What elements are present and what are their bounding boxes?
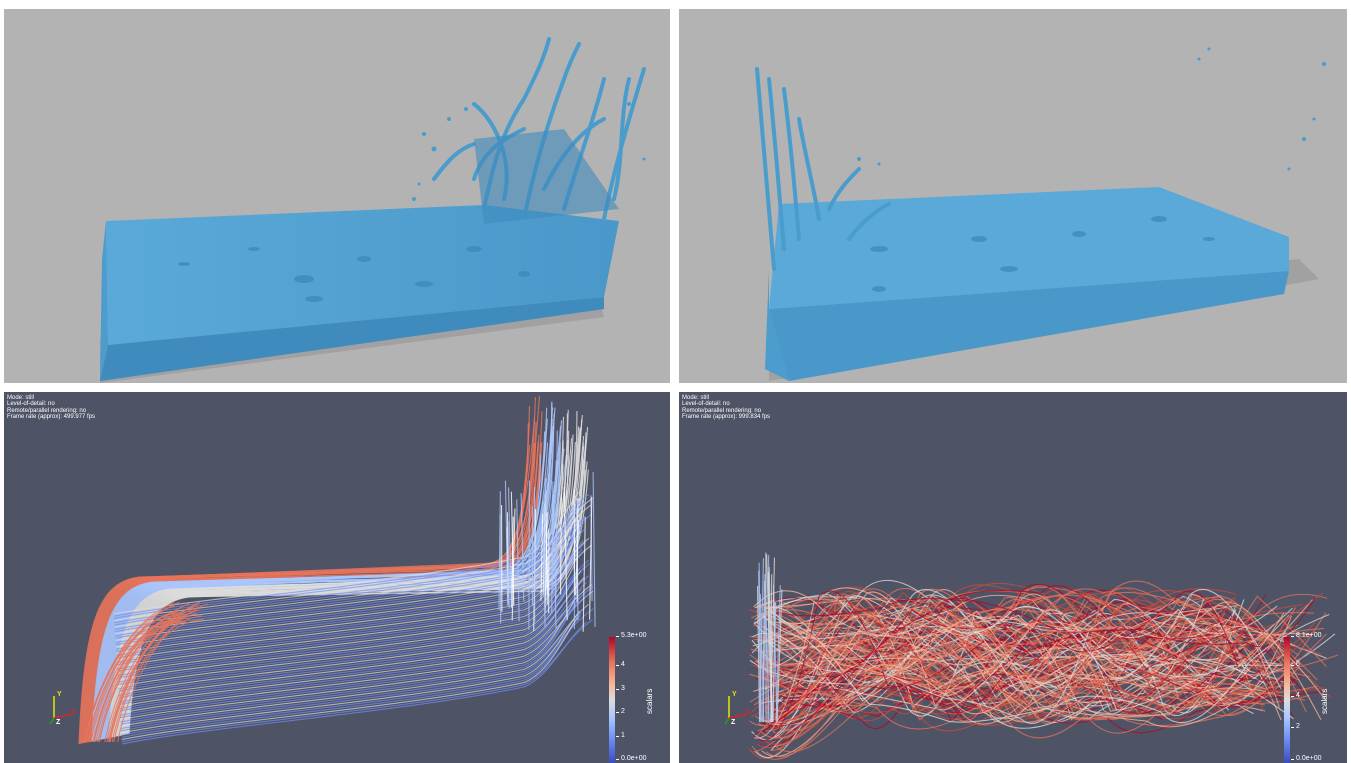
colorbar-tick: 8.1e+00: [1291, 632, 1322, 639]
orientation-axes: [724, 696, 748, 725]
colorbar-tick: 5.3e+00: [616, 632, 647, 639]
fluid-render-view-right[interactable]: [679, 9, 1347, 383]
splash: [755, 67, 891, 271]
colorbar-tick: 0.0e+00: [1291, 755, 1322, 762]
colorbar: [1284, 637, 1290, 763]
fluid-side: [765, 269, 789, 381]
render-info-overlay: Mode: still Level-of-detail: no Remote/p…: [7, 395, 95, 421]
fluid-surface-right: [755, 47, 1326, 381]
overlay-line: Level-of-detail: no: [7, 401, 55, 408]
overlay-line: Frame rate (approx): 999.834 fps: [682, 414, 771, 421]
overlay-line: Mode: still: [682, 395, 710, 401]
ripples: [870, 216, 1215, 292]
colorbar: [609, 637, 615, 763]
streamlines-left: [78, 395, 596, 745]
colorbar-title: scalars: [1320, 688, 1329, 714]
colorbar-tick: 6: [1291, 661, 1300, 668]
fluid-render-view-left[interactable]: [4, 9, 670, 383]
colorbar-tick: 3: [616, 685, 625, 692]
streamlines-right: [748, 552, 1339, 760]
fluid-front: [769, 271, 1289, 381]
overlay-line: Frame rate (approx): 499.977 fps: [7, 414, 96, 421]
droplets: [412, 102, 646, 201]
axis-label-x: X: [746, 709, 751, 716]
streamline-bundle: [78, 395, 596, 745]
axis-label-y: Y: [57, 691, 62, 698]
fluid-surface-left: [100, 37, 646, 383]
colorbar-tick: 4: [1291, 692, 1300, 699]
colorbar-tick: 2: [1291, 723, 1300, 730]
axis-label-x: X: [71, 709, 76, 716]
colorbar-tick: 4: [616, 661, 625, 668]
fluid-top-surface: [106, 205, 619, 345]
overlay-line: Remote/parallel rendering: no: [682, 407, 762, 414]
streamline-view-right[interactable]: Mode: still Level-of-detail: no Remote/p…: [679, 392, 1347, 763]
overlay-line: Mode: still: [7, 395, 35, 401]
streamline-view-left[interactable]: Mode: still Level-of-detail: no Remote/p…: [4, 392, 670, 763]
ripples: [178, 246, 530, 302]
colorbar-tick: 2: [616, 708, 625, 715]
colorbar-tick: 1: [616, 732, 625, 739]
orientation-axes: [49, 696, 73, 725]
axis-label-z: Z: [731, 719, 736, 726]
droplets: [857, 47, 1326, 171]
fluid-side: [100, 221, 108, 381]
axis-label-z: Z: [56, 719, 61, 726]
colorbar-title: scalars: [645, 688, 654, 714]
render-info-overlay: Mode: still Level-of-detail: no Remote/p…: [682, 395, 770, 421]
overlay-line: Level-of-detail: no: [682, 401, 730, 408]
overlay-line: Remote/parallel rendering: no: [7, 407, 87, 414]
axis-label-y: Y: [732, 691, 737, 698]
fluid-front: [100, 297, 604, 381]
streamline-bundle: [748, 552, 1339, 760]
colorbar-tick: 0.0e+00: [616, 755, 647, 762]
